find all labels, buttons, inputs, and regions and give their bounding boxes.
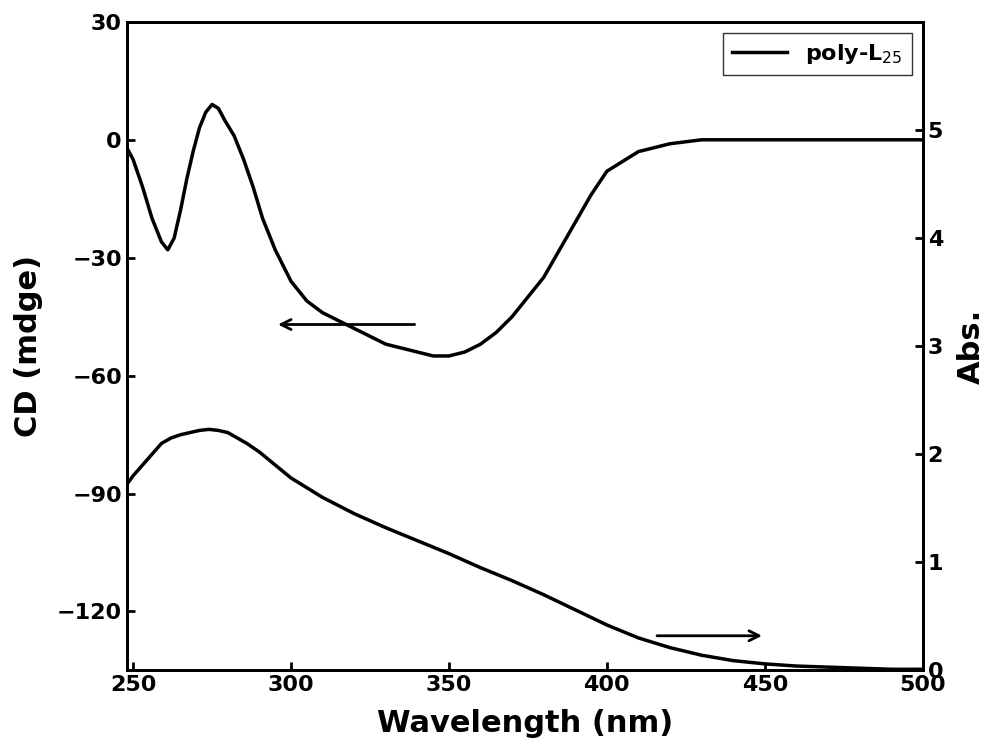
Y-axis label: Abs.: Abs. (957, 308, 986, 384)
Y-axis label: CD (mdge): CD (mdge) (14, 255, 43, 437)
X-axis label: Wavelength (nm): Wavelength (nm) (377, 709, 673, 738)
Legend: poly-L$_{25}$: poly-L$_{25}$ (723, 33, 912, 74)
